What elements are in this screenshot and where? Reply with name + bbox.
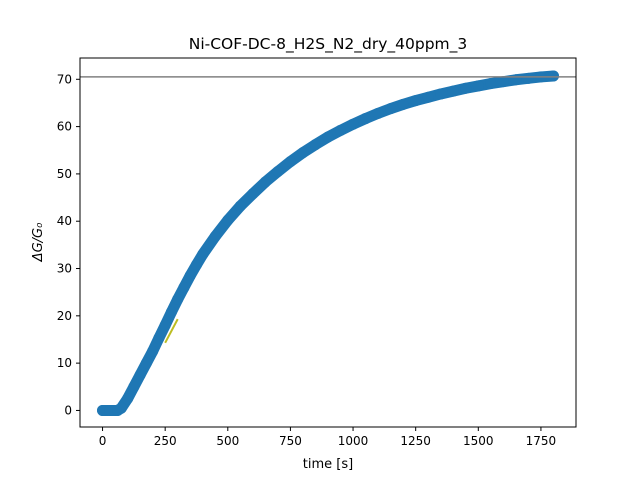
data-point <box>222 214 234 226</box>
data-point <box>460 82 472 94</box>
data-point <box>447 85 459 97</box>
data-point <box>209 230 221 242</box>
data-point <box>272 166 284 178</box>
data-point <box>410 95 422 107</box>
x-tick-label: 1750 <box>526 434 557 448</box>
data-point <box>128 381 140 393</box>
x-tick-label: 750 <box>279 434 302 448</box>
data-point <box>360 113 372 125</box>
data-point <box>147 345 159 357</box>
data-point <box>284 156 296 168</box>
y-tick-label: 10 <box>57 356 72 370</box>
data-point <box>165 306 177 318</box>
y-tick-label: 40 <box>57 214 72 228</box>
data-point <box>134 369 146 381</box>
x-tick-label: 1000 <box>338 434 369 448</box>
data-point <box>190 259 202 271</box>
data-point <box>97 404 109 416</box>
y-tick-label: 0 <box>64 403 72 417</box>
data-point <box>335 124 347 136</box>
data-point <box>385 103 397 115</box>
data-point <box>178 281 190 293</box>
data-point <box>322 131 334 143</box>
y-tick-label: 50 <box>57 167 72 181</box>
fit-line <box>164 318 179 344</box>
y-axis-ticks: 0 10 20 30 40 50 60 70 <box>57 72 80 417</box>
data-point <box>197 248 209 260</box>
data-point <box>153 332 165 344</box>
data-point <box>485 78 497 90</box>
data-point <box>115 402 127 414</box>
data-point <box>122 393 134 405</box>
x-tick-label: 250 <box>154 434 177 448</box>
data-point <box>259 176 271 188</box>
axes-frame <box>79 57 577 428</box>
y-tick-label: 60 <box>57 120 72 134</box>
data-point <box>309 139 321 151</box>
plot-layer <box>80 70 576 416</box>
data-point <box>472 80 484 92</box>
data-point <box>104 404 116 416</box>
x-tick-label: 0 <box>99 434 107 448</box>
x-tick-label: 500 <box>216 434 239 448</box>
y-axis-label: ΔG/G₀ <box>31 222 46 262</box>
data-point <box>547 70 559 82</box>
y-tick-label: 70 <box>57 72 72 86</box>
data-point <box>172 293 184 305</box>
data-point <box>159 319 171 331</box>
data-point <box>435 88 447 100</box>
x-tick-label: 1500 <box>463 434 494 448</box>
chart-title: Ni-COF-DC-8_H2S_N2_dry_40ppm_3 <box>189 35 468 54</box>
data-point <box>397 98 409 110</box>
data-point <box>422 91 434 103</box>
data-point <box>184 270 196 282</box>
data-point <box>497 76 509 88</box>
x-tick-label: 1250 <box>400 434 431 448</box>
x-axis-label: time [s] <box>303 457 353 472</box>
y-tick-label: 20 <box>57 309 72 323</box>
data-point <box>510 74 522 86</box>
data-point <box>372 107 384 119</box>
data-point <box>522 72 534 84</box>
data-point <box>297 147 309 159</box>
data-point <box>234 200 246 212</box>
data-point <box>140 357 152 369</box>
data-point <box>247 188 259 200</box>
data-point <box>347 118 359 130</box>
x-axis-ticks: 0 250 500 750 1000 1250 1500 1750 <box>99 427 556 448</box>
y-tick-label: 30 <box>57 262 72 276</box>
